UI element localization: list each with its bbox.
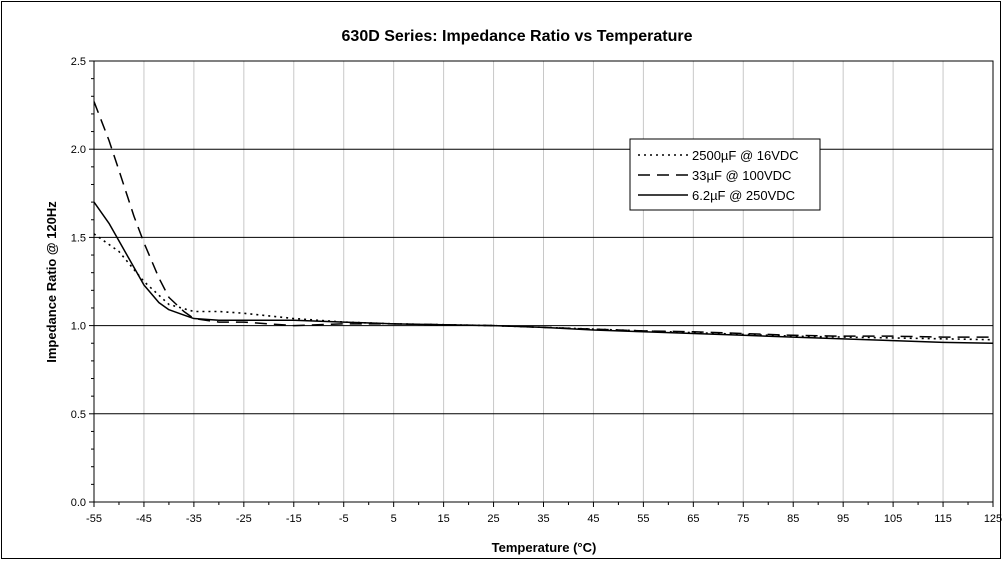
series-lines xyxy=(93,101,994,344)
legend-label-2: 33µF @ 100VDC xyxy=(692,168,791,183)
x-axis-label: Temperature (°C) xyxy=(492,540,597,555)
x-tick-label: 55 xyxy=(637,513,649,525)
x-tick-label: -5 xyxy=(339,513,349,525)
x-tick-label: -45 xyxy=(136,513,152,525)
y-axis-label: Impedance Ratio @ 120Hz xyxy=(44,201,59,363)
x-tick-label: 65 xyxy=(687,513,699,525)
y-tick-label: 0.0 xyxy=(71,497,86,509)
x-tick-label: 25 xyxy=(487,513,499,525)
series-line-2 xyxy=(93,101,993,338)
series-line-3 xyxy=(93,201,994,344)
legend-label-3: 6.2µF @ 250VDC xyxy=(692,188,795,203)
x-tick-label: 95 xyxy=(837,513,849,525)
y-tick-label: 1.5 xyxy=(71,232,86,244)
x-tick-label: 45 xyxy=(587,513,599,525)
x-tick-label: 115 xyxy=(934,513,952,525)
legend-label-1: 2500µF @ 16VDC xyxy=(692,148,799,163)
y-tick-label: 2.5 xyxy=(71,56,86,68)
x-tick-label: 5 xyxy=(391,513,397,525)
legend-box xyxy=(629,138,821,211)
x-tick-label: -15 xyxy=(286,513,302,525)
chart-title: 630D Series: Impedance Ratio vs Temperat… xyxy=(342,28,693,45)
legend: 2500µF @ 16VDC 33µF @ 100VDC 6.2µF @ 250VD… xyxy=(629,138,821,211)
y-tick-label: 1.0 xyxy=(71,321,86,333)
y-tick-label: 2.0 xyxy=(71,144,86,156)
x-tick-label: 105 xyxy=(884,513,902,525)
x-tick-label: 75 xyxy=(737,513,749,525)
y-tick-label: 0.5 xyxy=(71,409,86,421)
x-tick-label: 35 xyxy=(537,513,549,525)
grid-lines xyxy=(94,61,993,502)
x-tick-label: -25 xyxy=(236,513,252,525)
x-tick-label: -35 xyxy=(186,513,202,525)
x-tick-labels: -55 -45 -35 -25 -15 -5 5 15 25 35 45 55 65 75 85 95 105 1… xyxy=(86,513,1002,525)
x-tick-label: -55 xyxy=(86,513,102,525)
y-tick-labels: 0.0 0.5 1.0 1.5 2.0 2.5 xyxy=(71,56,86,509)
x-tick-label: 15 xyxy=(437,513,449,525)
x-tick-label: 85 xyxy=(787,513,799,525)
axis-ticks xyxy=(89,60,994,507)
x-tick-label: 125 xyxy=(984,513,1002,525)
plot-area-border xyxy=(93,60,994,503)
